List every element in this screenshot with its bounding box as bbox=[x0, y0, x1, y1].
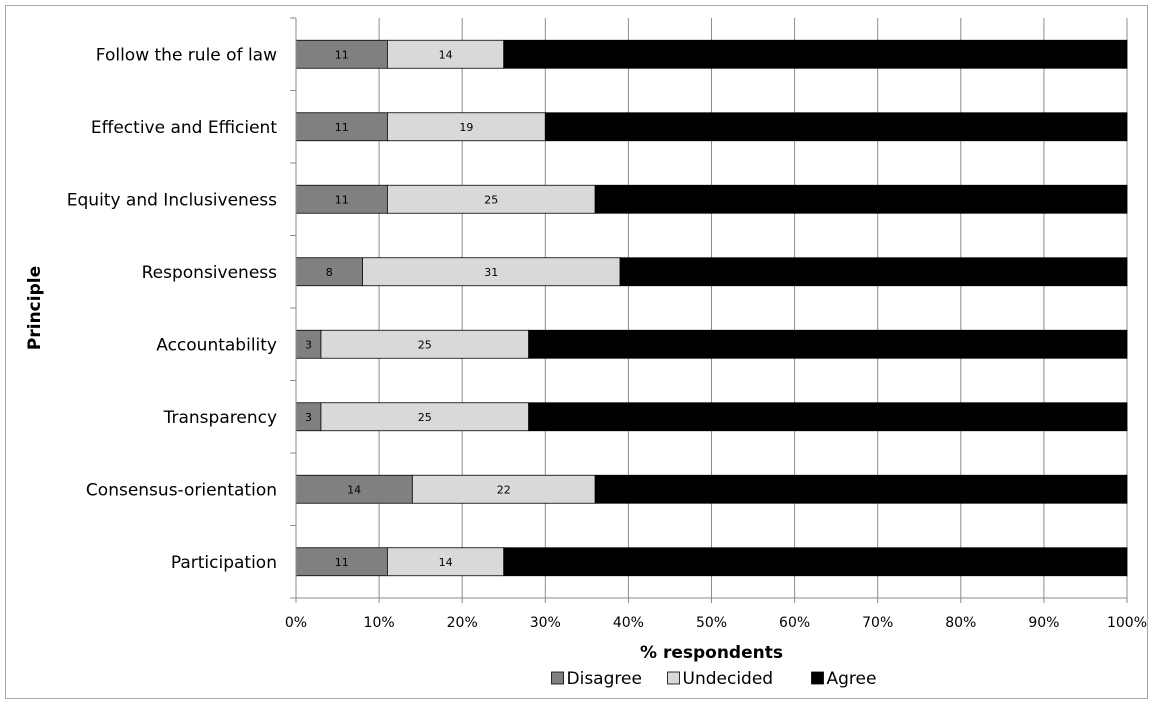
x-tick-label: 80% bbox=[945, 615, 976, 631]
x-tick-label: 0% bbox=[285, 615, 307, 631]
data-label-disagree: 11 bbox=[335, 556, 349, 569]
category-label: Participation bbox=[171, 553, 277, 573]
bar-agree bbox=[619, 257, 1128, 287]
legend-label-undecided: Undecided bbox=[683, 669, 774, 689]
data-label-disagree: 11 bbox=[335, 121, 349, 134]
data-label-disagree: 8 bbox=[326, 266, 333, 279]
bar-undecided bbox=[387, 184, 596, 214]
bar-undecided bbox=[320, 329, 530, 359]
y-axis-title: Principle bbox=[25, 266, 45, 350]
data-label-undecided: 25 bbox=[418, 338, 432, 351]
bar-disagree bbox=[295, 329, 322, 359]
data-label-disagree: 11 bbox=[335, 193, 349, 206]
x-tick-label: 20% bbox=[447, 615, 478, 631]
data-label-undecided: 14 bbox=[439, 556, 453, 569]
bar-agree bbox=[528, 329, 1128, 359]
data-label-disagree: 3 bbox=[305, 411, 312, 424]
data-label-disagree: 14 bbox=[347, 483, 361, 496]
category-label: Consensus-orientation bbox=[86, 480, 277, 500]
category-label: Accountability bbox=[156, 335, 277, 355]
data-label-undecided: 31 bbox=[484, 266, 498, 279]
bar-agree bbox=[594, 184, 1128, 214]
category-label: Equity and Inclusiveness bbox=[67, 190, 277, 210]
legend-swatch-undecided bbox=[667, 671, 680, 685]
legend-label-agree: Agree bbox=[827, 669, 877, 689]
bar-undecided bbox=[320, 402, 530, 432]
data-label-undecided: 19 bbox=[459, 121, 473, 134]
bar-disagree bbox=[295, 547, 388, 577]
bar-agree bbox=[528, 402, 1128, 432]
axes: 0% 10% 20% 30% 40% 50% 60% 70% 80% 90% 100% Follow … bbox=[67, 17, 1147, 631]
bar-undecided bbox=[411, 474, 596, 504]
x-tick-label: 30% bbox=[530, 615, 561, 631]
category-label: Effective and Efficient bbox=[91, 118, 277, 138]
legend-swatch-disagree bbox=[551, 671, 564, 685]
bar-disagree bbox=[295, 402, 322, 432]
data-label-disagree: 11 bbox=[335, 48, 349, 61]
bar-disagree bbox=[295, 112, 388, 142]
bar-undecided bbox=[387, 39, 505, 69]
data-label-undecided: 25 bbox=[418, 411, 432, 424]
bar-undecided bbox=[387, 547, 505, 577]
data-label-disagree: 3 bbox=[305, 338, 312, 351]
bar-undecided bbox=[362, 257, 621, 287]
bar-agree bbox=[503, 39, 1128, 69]
x-tick-label: 60% bbox=[779, 615, 810, 631]
bar-agree bbox=[594, 474, 1128, 504]
category-label: Transparency bbox=[163, 408, 277, 428]
x-axis-title: % respondents bbox=[640, 643, 783, 663]
category-label: Follow the rule of law bbox=[96, 45, 277, 65]
bar-agree bbox=[503, 547, 1128, 577]
bars: 11 14 11 19 11 25 8 31 3 25 3 25 14 22 11 14 bbox=[295, 39, 1128, 577]
data-label-undecided: 25 bbox=[484, 193, 498, 206]
bar-agree bbox=[544, 112, 1128, 142]
data-label-undecided: 14 bbox=[439, 48, 453, 61]
legend-swatch-agree bbox=[811, 671, 824, 685]
x-tick-label: 100% bbox=[1107, 615, 1147, 631]
x-tick-label: 10% bbox=[364, 615, 395, 631]
x-tick-label: 40% bbox=[613, 615, 644, 631]
x-tick-label: 90% bbox=[1028, 615, 1059, 631]
data-label-undecided: 22 bbox=[497, 483, 511, 496]
bar-disagree bbox=[295, 257, 363, 287]
gridlines bbox=[378, 18, 1128, 598]
legend: Disagree Undecided Agree bbox=[551, 669, 877, 689]
category-label: Responsiveness bbox=[142, 263, 278, 283]
legend-label-disagree: Disagree bbox=[567, 669, 642, 689]
x-tick-label: 50% bbox=[696, 615, 727, 631]
x-tick-label: 70% bbox=[862, 615, 893, 631]
bar-undecided bbox=[387, 112, 546, 142]
